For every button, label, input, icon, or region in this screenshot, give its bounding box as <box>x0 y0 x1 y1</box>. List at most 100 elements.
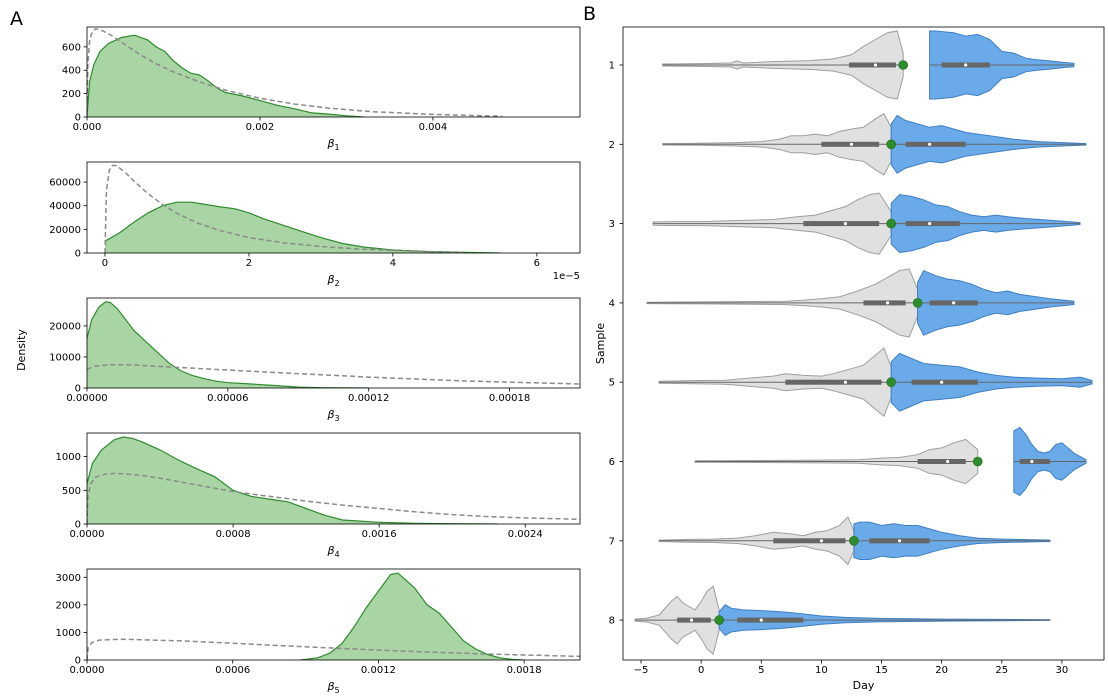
density-panel-2: 0 2 4 6 0 20000 40000 60000 β2 1e−5 <box>49 161 581 288</box>
x-tick-label: 0.0018 <box>507 665 542 676</box>
y-tick-label: 4 <box>609 298 615 309</box>
median-after <box>940 380 944 384</box>
y-tick-label: 3 <box>609 219 615 230</box>
x-axis-label: β2 <box>326 273 339 288</box>
x-tick-label: 20 <box>935 665 948 676</box>
median-after <box>1030 459 1034 464</box>
y-tick-label: 0 <box>75 113 81 124</box>
x-offset-text: 1e−5 <box>553 271 580 282</box>
split-point <box>849 535 859 546</box>
x-tick-label: 6 <box>534 258 540 269</box>
violin-sample-2 <box>662 112 1087 176</box>
split-point <box>912 298 923 308</box>
x-tick-label: 0.004 <box>419 122 448 133</box>
x-axis-label: Day <box>853 679 875 692</box>
median-before <box>843 380 848 384</box>
box-before <box>677 617 711 623</box>
split-point <box>714 615 725 625</box>
y-tick-label: 10000 <box>49 352 81 363</box>
y-tick-label: 0 <box>75 384 81 395</box>
axes-frame <box>86 568 581 661</box>
posterior-line <box>300 572 525 660</box>
x-tick-label: 5 <box>758 665 764 676</box>
split-point <box>886 218 896 229</box>
y-tick-label: 3000 <box>56 573 81 584</box>
x-tick-label: 0.0000 <box>70 665 105 676</box>
x-tick-label: 25 <box>995 665 1008 676</box>
posterior-area <box>300 573 525 660</box>
panel-a-letter: A <box>10 8 23 30</box>
x-axis-label: β1 <box>326 137 339 152</box>
x-tick-label: 0.00018 <box>489 393 530 404</box>
posterior-area <box>87 301 369 388</box>
y-tick-label: 0 <box>75 520 81 531</box>
density-panel-5: 0.0000 0.0006 0.0012 0.0018 0 1000 2000 3000 β5 <box>56 568 581 695</box>
x-tick-label: 0.00006 <box>207 393 248 404</box>
violin-sample-4 <box>646 268 1075 338</box>
axes-frame <box>86 297 581 389</box>
split-point <box>972 456 983 467</box>
violin-sample-8 <box>634 585 1051 656</box>
y-tick-label: 6 <box>609 457 615 468</box>
violin-panel: −5 0 5 10 15 20 25 30 1 2 3 4 5 6 7 8 Day Sample <box>594 26 1105 692</box>
prior-line <box>87 638 580 660</box>
x-tick-label: 0.0024 <box>508 529 543 540</box>
y-tick-label: 60000 <box>49 178 81 189</box>
y-axis-label: Sample <box>594 323 607 364</box>
median-before <box>946 459 950 464</box>
y-tick-label: 1000 <box>56 452 81 463</box>
y-tick-label: 8 <box>609 616 615 627</box>
y-tick-label: 20000 <box>49 225 81 236</box>
box-before <box>849 62 896 68</box>
x-tick-label: 4 <box>390 258 396 269</box>
x-tick-label: 0.00000 <box>66 393 107 404</box>
median-after <box>897 539 902 543</box>
box-before <box>785 379 882 385</box>
y-tick-label: 400 <box>62 66 81 77</box>
x-axis-label: β4 <box>326 544 339 559</box>
panel-b-letter: B <box>583 3 596 25</box>
axes-frame <box>86 26 581 118</box>
box-after <box>905 141 966 147</box>
box-before <box>773 538 846 544</box>
y-tick-label: 40000 <box>49 201 81 212</box>
median-after <box>964 63 968 67</box>
box-before <box>803 221 880 227</box>
x-tick-label: 30 <box>1056 665 1069 676</box>
violin-sample-6 <box>694 426 1087 497</box>
density-panel-4: 0.0000 0.0008 0.0016 0.0024 0 500 1000 β4 <box>56 432 581 559</box>
density-axis-label: Density <box>15 329 28 371</box>
median-before <box>819 539 824 543</box>
split-point <box>898 60 908 70</box>
y-tick-label: 0 <box>75 249 81 260</box>
x-axis-label: β3 <box>326 408 339 423</box>
median-before <box>843 222 848 226</box>
prior-line <box>87 472 580 524</box>
box-after <box>905 221 960 227</box>
axes-frame <box>86 161 581 254</box>
y-tick-label: 2000 <box>56 600 81 611</box>
y-tick-label: 0 <box>75 656 81 667</box>
violin-sample-7 <box>658 516 1051 566</box>
axes-frame <box>86 432 581 525</box>
violin-sample-1 <box>662 30 1075 100</box>
y-tick-label: 1000 <box>56 628 81 639</box>
x-tick-label: 0.002 <box>246 122 275 133</box>
median-before <box>873 63 878 67</box>
median-before <box>849 142 854 146</box>
posterior-area <box>87 35 364 117</box>
x-tick-label: 0.000 <box>73 122 102 133</box>
axes-frame <box>622 26 1105 661</box>
median-after <box>928 142 932 146</box>
y-tick-label: 5 <box>609 378 615 389</box>
x-tick-label: −5 <box>634 665 649 676</box>
box-after <box>737 617 804 623</box>
x-axis-label: β5 <box>326 680 339 695</box>
density-panel-1: 0.000 0.002 0.004 0 200 400 600 β1 <box>62 26 581 152</box>
box-after <box>1019 459 1050 464</box>
y-tick-label: 1 <box>609 61 615 72</box>
posterior-line <box>87 34 364 117</box>
density-panel-3: 0.00000 0.00006 0.00012 0.00018 0 10000 20000 β… <box>49 297 581 423</box>
